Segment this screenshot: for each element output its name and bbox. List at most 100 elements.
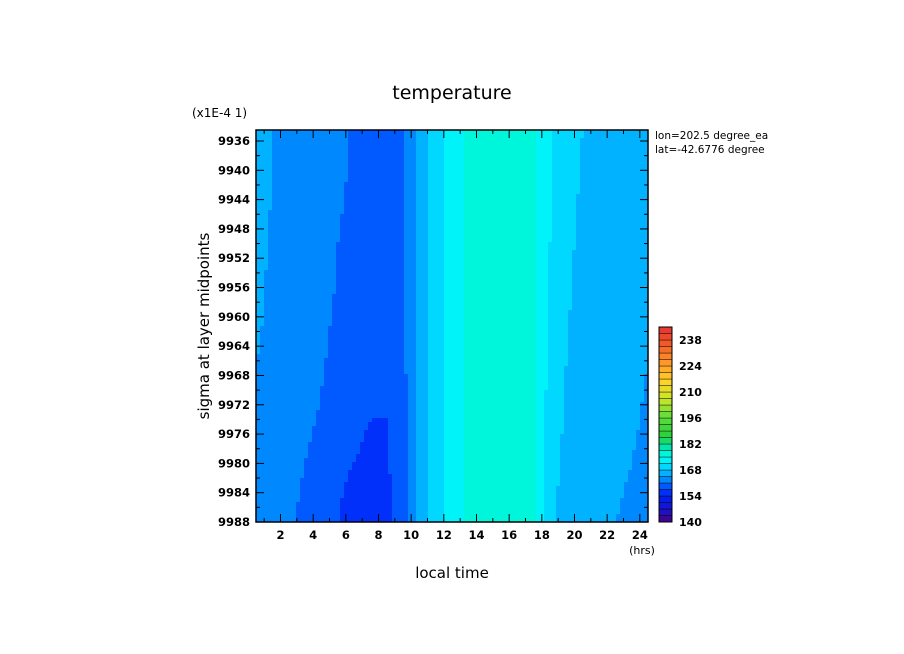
contour-cell bbox=[332, 286, 337, 291]
contour-cell bbox=[352, 250, 357, 255]
contour-cell bbox=[256, 310, 261, 315]
contour-cell bbox=[336, 310, 341, 315]
contour-cell bbox=[468, 138, 473, 143]
contour-cell bbox=[424, 158, 429, 163]
contour-cell bbox=[324, 182, 329, 187]
contour-cell bbox=[336, 238, 341, 243]
contour-cell bbox=[576, 190, 581, 195]
contour-cell bbox=[448, 198, 453, 203]
contour-cell bbox=[304, 310, 309, 315]
contour-cell bbox=[616, 178, 621, 183]
contour-cell bbox=[520, 286, 525, 291]
contour-cell bbox=[264, 250, 269, 255]
contour-cell bbox=[388, 166, 393, 171]
contour-cell bbox=[348, 254, 353, 259]
contour-cell bbox=[500, 230, 505, 235]
contour-cell bbox=[504, 250, 509, 255]
contour-cell bbox=[300, 186, 305, 191]
contour-cell bbox=[572, 226, 577, 231]
contour-cell bbox=[324, 330, 329, 335]
contour-cell bbox=[268, 278, 273, 283]
contour-cell bbox=[596, 182, 601, 187]
contour-cell bbox=[360, 182, 365, 187]
contour-cell bbox=[532, 166, 537, 171]
contour-cell bbox=[264, 282, 269, 287]
contour-cell bbox=[604, 130, 609, 135]
contour-cell bbox=[584, 282, 589, 287]
contour-cell bbox=[316, 286, 321, 291]
contour-cell bbox=[552, 286, 557, 291]
contour-cell bbox=[328, 302, 333, 307]
contour-cell bbox=[336, 134, 341, 139]
contour-cell bbox=[556, 134, 561, 139]
contour-cell bbox=[464, 326, 469, 331]
contour-cell bbox=[580, 186, 585, 191]
contour-cell bbox=[636, 274, 641, 279]
contour-cell bbox=[336, 246, 341, 251]
contour-cell bbox=[436, 250, 441, 255]
contour-cell bbox=[628, 206, 633, 211]
contour-cell bbox=[260, 274, 265, 279]
contour-cell bbox=[564, 274, 569, 279]
contour-cell bbox=[464, 190, 469, 195]
contour-cell bbox=[520, 154, 525, 159]
contour-cell bbox=[396, 134, 401, 139]
contour-cell bbox=[284, 230, 289, 235]
contour-cell bbox=[552, 226, 557, 231]
contour-cell bbox=[556, 190, 561, 195]
contour-cell bbox=[528, 182, 533, 187]
contour-cell bbox=[552, 298, 557, 303]
contour-cell bbox=[508, 190, 513, 195]
contour-cell bbox=[560, 194, 565, 199]
contour-cell bbox=[504, 190, 509, 195]
contour-cell bbox=[356, 206, 361, 211]
contour-cell bbox=[624, 234, 629, 239]
contour-cell bbox=[508, 286, 513, 291]
contour-cell bbox=[416, 142, 421, 147]
contour-cell bbox=[636, 302, 641, 307]
contour-cell bbox=[608, 246, 613, 251]
contour-cell bbox=[316, 302, 321, 307]
contour-cell bbox=[428, 198, 433, 203]
contour-cell bbox=[456, 146, 461, 151]
contour-cell bbox=[420, 318, 425, 323]
contour-cell bbox=[276, 326, 281, 331]
contour-cell bbox=[420, 174, 425, 179]
contour-cell bbox=[336, 206, 341, 211]
contour-cell bbox=[592, 234, 597, 239]
contour-cell bbox=[608, 306, 613, 311]
contour-cell bbox=[524, 226, 529, 231]
contour-cell bbox=[584, 222, 589, 227]
contour-cell bbox=[360, 198, 365, 203]
contour-cell bbox=[612, 302, 617, 307]
contour-cell bbox=[476, 254, 481, 259]
contour-cell bbox=[536, 254, 541, 259]
contour-cell bbox=[464, 154, 469, 159]
contour-cell bbox=[400, 302, 405, 307]
contour-cell bbox=[512, 158, 517, 163]
contour-cell bbox=[296, 250, 301, 255]
contour-cell bbox=[640, 234, 645, 239]
contour-cell bbox=[544, 274, 549, 279]
contour-cell bbox=[276, 274, 281, 279]
contour-cell bbox=[464, 202, 469, 207]
contour-cell bbox=[556, 150, 561, 155]
contour-cell bbox=[436, 142, 441, 147]
contour-cell bbox=[548, 294, 553, 299]
contour-cell bbox=[324, 154, 329, 159]
contour-cell bbox=[504, 306, 509, 311]
contour-cell bbox=[372, 206, 377, 211]
contour-cell bbox=[628, 274, 633, 279]
contour-cell bbox=[276, 250, 281, 255]
contour-cell bbox=[492, 170, 497, 175]
contour-cell bbox=[264, 178, 269, 183]
contour-cell bbox=[620, 302, 625, 307]
contour-cell bbox=[628, 190, 633, 195]
contour-cell bbox=[624, 254, 629, 259]
contour-cell bbox=[572, 278, 577, 283]
contour-cell bbox=[260, 174, 265, 179]
contour-cell bbox=[444, 154, 449, 159]
contour-cell bbox=[548, 270, 553, 275]
contour-cell bbox=[548, 326, 553, 331]
contour-cell bbox=[300, 142, 305, 147]
